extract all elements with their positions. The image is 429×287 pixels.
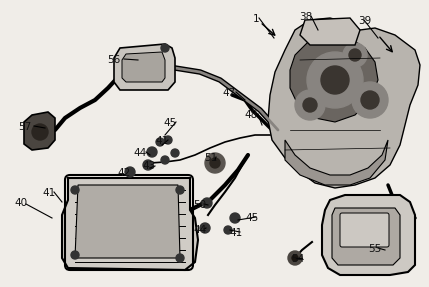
Text: 1: 1	[253, 14, 260, 24]
Circle shape	[176, 186, 184, 194]
Circle shape	[210, 158, 220, 168]
Text: 45: 45	[163, 118, 176, 128]
Circle shape	[161, 44, 169, 52]
Polygon shape	[75, 185, 180, 258]
Polygon shape	[114, 44, 175, 90]
Circle shape	[147, 147, 157, 157]
Circle shape	[295, 90, 325, 120]
Circle shape	[161, 156, 169, 164]
FancyBboxPatch shape	[340, 213, 389, 247]
Text: 57: 57	[18, 122, 31, 132]
Circle shape	[143, 160, 153, 170]
Circle shape	[321, 66, 349, 94]
Text: 44: 44	[193, 225, 206, 235]
Polygon shape	[300, 18, 360, 45]
Text: 39: 39	[358, 16, 371, 26]
Circle shape	[303, 98, 317, 112]
Circle shape	[200, 223, 210, 233]
Circle shape	[71, 251, 79, 259]
Text: 54: 54	[291, 254, 304, 264]
Circle shape	[352, 82, 388, 118]
Circle shape	[71, 186, 79, 194]
Polygon shape	[332, 208, 400, 265]
Text: 41: 41	[42, 188, 55, 198]
Text: 47: 47	[222, 88, 235, 98]
Text: 56: 56	[107, 55, 120, 65]
Text: 41: 41	[155, 136, 168, 146]
Polygon shape	[285, 140, 388, 185]
Text: 42: 42	[117, 168, 130, 178]
Circle shape	[202, 198, 212, 208]
Text: 38: 38	[299, 12, 312, 22]
Circle shape	[307, 52, 363, 108]
Circle shape	[361, 91, 379, 109]
Text: 40: 40	[14, 198, 27, 208]
Circle shape	[288, 251, 302, 265]
Polygon shape	[268, 18, 420, 188]
Polygon shape	[122, 52, 165, 82]
Circle shape	[125, 167, 135, 177]
Circle shape	[176, 254, 184, 262]
Text: 45: 45	[245, 213, 258, 223]
Circle shape	[292, 255, 298, 261]
Polygon shape	[62, 178, 198, 270]
Text: 55: 55	[368, 244, 381, 254]
Text: 41: 41	[229, 228, 242, 238]
Text: 44: 44	[133, 148, 146, 158]
Text: 51: 51	[204, 153, 217, 163]
Circle shape	[224, 226, 232, 234]
Text: 50: 50	[193, 200, 206, 210]
Polygon shape	[290, 35, 378, 122]
Text: 43: 43	[142, 161, 155, 171]
Circle shape	[156, 138, 164, 146]
Circle shape	[205, 153, 225, 173]
Circle shape	[230, 213, 240, 223]
Text: 48: 48	[244, 110, 257, 120]
Circle shape	[171, 149, 179, 157]
Circle shape	[164, 136, 172, 144]
Polygon shape	[322, 195, 415, 275]
Circle shape	[349, 49, 361, 61]
Polygon shape	[24, 112, 55, 150]
Circle shape	[32, 124, 48, 140]
Circle shape	[343, 43, 367, 67]
